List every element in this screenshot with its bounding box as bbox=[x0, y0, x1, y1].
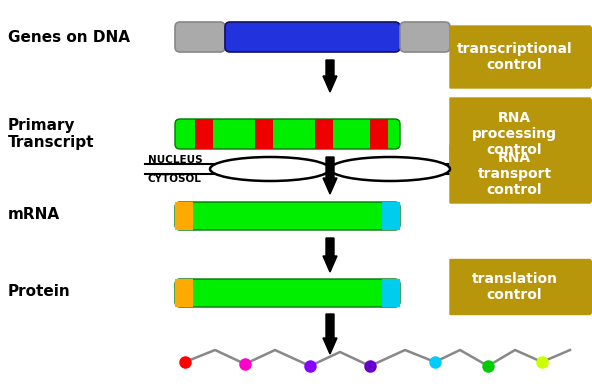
Text: NUCLEUS: NUCLEUS bbox=[148, 155, 202, 165]
Ellipse shape bbox=[210, 157, 330, 181]
Bar bbox=[195, 119, 213, 149]
FancyArrow shape bbox=[323, 314, 337, 354]
FancyBboxPatch shape bbox=[175, 202, 400, 230]
Text: mRNA: mRNA bbox=[8, 207, 60, 221]
FancyBboxPatch shape bbox=[175, 119, 400, 149]
Polygon shape bbox=[450, 98, 592, 170]
Bar bbox=[370, 119, 388, 149]
FancyArrow shape bbox=[323, 238, 337, 272]
Text: RNA
transport
control: RNA transport control bbox=[477, 151, 552, 197]
FancyBboxPatch shape bbox=[175, 22, 225, 52]
Ellipse shape bbox=[330, 157, 450, 181]
Text: translation
control: translation control bbox=[471, 272, 558, 302]
Text: Genes on DNA: Genes on DNA bbox=[8, 29, 130, 45]
Polygon shape bbox=[450, 145, 592, 203]
Text: Protein: Protein bbox=[8, 285, 71, 299]
Text: Primary
Transcript: Primary Transcript bbox=[8, 118, 95, 150]
Bar bbox=[315, 119, 333, 149]
Bar bbox=[175, 279, 193, 307]
Text: RNA
processing
control: RNA processing control bbox=[472, 111, 557, 157]
Text: transcriptional
control: transcriptional control bbox=[456, 42, 572, 72]
Bar bbox=[255, 119, 273, 149]
FancyBboxPatch shape bbox=[175, 279, 400, 307]
Text: CYTOSOL: CYTOSOL bbox=[148, 174, 202, 184]
FancyBboxPatch shape bbox=[225, 22, 400, 52]
Bar bbox=[382, 279, 400, 307]
Bar bbox=[175, 202, 193, 230]
FancyArrow shape bbox=[323, 157, 337, 194]
Polygon shape bbox=[450, 260, 592, 314]
FancyBboxPatch shape bbox=[400, 22, 450, 52]
FancyArrow shape bbox=[323, 60, 337, 92]
Polygon shape bbox=[450, 26, 592, 88]
Bar bbox=[382, 202, 400, 230]
